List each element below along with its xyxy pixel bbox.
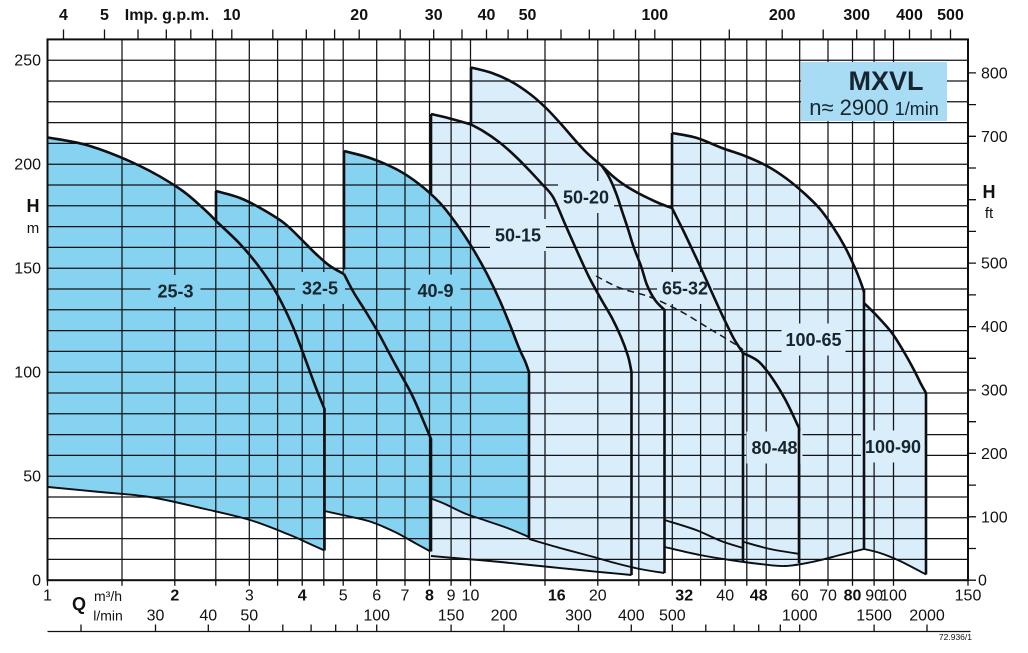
svg-text:100-90: 100-90	[865, 437, 921, 457]
svg-text:50-15: 50-15	[495, 226, 541, 246]
svg-text:0: 0	[978, 573, 987, 590]
svg-text:5: 5	[339, 588, 348, 605]
svg-text:m: m	[27, 220, 40, 237]
svg-text:9: 9	[447, 588, 456, 605]
svg-text:100-65: 100-65	[785, 330, 841, 350]
svg-text:5: 5	[100, 7, 109, 24]
svg-text:MXVL: MXVL	[848, 66, 923, 96]
svg-text:10: 10	[223, 7, 241, 24]
svg-text:20: 20	[589, 588, 607, 605]
svg-text:800: 800	[981, 65, 1008, 82]
svg-text:300: 300	[843, 7, 870, 24]
svg-text:20: 20	[350, 7, 368, 24]
svg-text:40: 40	[199, 608, 217, 625]
svg-text:300: 300	[565, 608, 592, 625]
svg-text:100: 100	[981, 509, 1008, 526]
svg-text:200: 200	[769, 7, 796, 24]
svg-text:100: 100	[880, 588, 907, 605]
svg-text:10: 10	[462, 588, 480, 605]
svg-text:200: 200	[491, 608, 518, 625]
svg-text:400: 400	[896, 7, 923, 24]
svg-text:60: 60	[791, 588, 809, 605]
svg-text:Imp. g.p.m.: Imp. g.p.m.	[125, 7, 209, 24]
svg-text:H: H	[27, 196, 40, 216]
svg-text:16: 16	[548, 588, 566, 605]
svg-text:40: 40	[478, 7, 496, 24]
svg-text:65-32: 65-32	[662, 279, 708, 299]
svg-text:150: 150	[14, 261, 41, 278]
svg-text:50: 50	[23, 469, 41, 486]
svg-text:70: 70	[819, 588, 837, 605]
svg-text:50: 50	[519, 7, 537, 24]
svg-text:7: 7	[401, 588, 410, 605]
svg-text:300: 300	[981, 383, 1008, 400]
svg-text:80-48: 80-48	[751, 438, 797, 458]
svg-text:4: 4	[59, 7, 68, 24]
svg-text:2: 2	[170, 588, 179, 605]
svg-text:150: 150	[438, 608, 465, 625]
svg-text:1: 1	[43, 588, 52, 605]
svg-text:50: 50	[240, 608, 258, 625]
svg-text:150: 150	[955, 588, 982, 605]
svg-text:n≈ 2900 1/min: n≈ 2900 1/min	[809, 95, 939, 120]
svg-text:8: 8	[425, 588, 434, 605]
svg-text:3: 3	[245, 588, 254, 605]
svg-text:100: 100	[14, 365, 41, 382]
svg-text:1500: 1500	[856, 608, 892, 625]
svg-text:Q: Q	[72, 594, 86, 614]
svg-text:40-9: 40-9	[417, 281, 453, 301]
svg-text:90: 90	[865, 588, 883, 605]
svg-text:400: 400	[618, 608, 645, 625]
svg-text:80: 80	[844, 588, 862, 605]
svg-text:200: 200	[981, 446, 1008, 463]
svg-text:200: 200	[14, 157, 41, 174]
svg-text:32-5: 32-5	[302, 279, 338, 299]
svg-text:40: 40	[716, 588, 734, 605]
svg-text:m³/h: m³/h	[94, 588, 122, 604]
svg-text:H: H	[983, 182, 996, 202]
svg-text:50-20: 50-20	[563, 188, 609, 208]
svg-text:48: 48	[750, 588, 768, 605]
svg-text:500: 500	[659, 608, 686, 625]
svg-text:25-3: 25-3	[157, 282, 193, 302]
svg-text:30: 30	[147, 608, 165, 625]
svg-text:500: 500	[937, 7, 964, 24]
svg-text:0: 0	[32, 573, 41, 590]
svg-text:ft: ft	[985, 205, 994, 222]
svg-text:100: 100	[363, 608, 390, 625]
svg-text:1000: 1000	[782, 608, 818, 625]
svg-text:700: 700	[981, 129, 1008, 146]
svg-text:2000: 2000	[909, 608, 945, 625]
svg-text:32: 32	[675, 588, 693, 605]
svg-text:l/min: l/min	[93, 608, 123, 624]
svg-text:30: 30	[425, 7, 443, 24]
svg-text:72.936/1: 72.936/1	[939, 632, 972, 642]
svg-text:500: 500	[981, 256, 1008, 273]
svg-text:100: 100	[641, 7, 668, 24]
svg-text:250: 250	[14, 53, 41, 70]
svg-text:400: 400	[981, 319, 1008, 336]
svg-text:4: 4	[298, 588, 307, 605]
svg-text:6: 6	[372, 588, 381, 605]
